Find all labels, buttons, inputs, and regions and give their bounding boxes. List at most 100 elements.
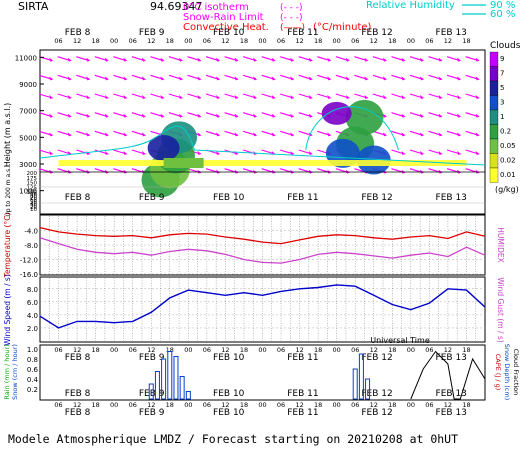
temperature-tick: -16.0	[20, 271, 38, 279]
wind-arrow-head	[253, 76, 258, 81]
day-label: FEB 13	[436, 389, 467, 399]
colorbar-level: 0.2	[500, 128, 511, 136]
wind-arrow-head	[401, 113, 406, 118]
hour-label: 00	[184, 401, 192, 409]
wind-arrow-head	[216, 76, 221, 81]
wind-arrow-head	[327, 132, 332, 137]
hour-label: 06	[425, 37, 433, 45]
hour-label: 00	[184, 37, 192, 45]
wind-arrow-head	[178, 113, 183, 118]
hour-label: 06	[54, 346, 62, 354]
wind-arrow-head	[382, 57, 387, 62]
day-label: FEB 10	[213, 353, 245, 363]
low-height-tick: 40	[30, 201, 37, 207]
footer-title: Modele Atmospherique LMDZ / Forecast sta…	[8, 432, 458, 446]
hour-label: 00	[110, 401, 118, 409]
day-label: FEB 11	[287, 353, 318, 363]
wind-arrow-head	[178, 76, 183, 81]
wind-arrow-head	[457, 76, 462, 81]
hour-label: 00	[110, 37, 118, 45]
precip-tick: 0.4	[27, 376, 39, 384]
hour-label: 12	[73, 401, 81, 409]
hour-label: 00	[407, 401, 415, 409]
humidity-legend-label: Relative Humidity	[366, 0, 455, 11]
wind-arrow-head	[197, 113, 202, 118]
low-height-tick: 50	[30, 200, 37, 206]
hour-label: 06	[203, 401, 211, 409]
wind-arrow-head	[86, 57, 91, 62]
hour-label: 18	[240, 401, 248, 409]
hour-label: 12	[147, 37, 155, 45]
low-height-tick: 175	[27, 176, 38, 182]
wind-arrow-head	[49, 113, 54, 118]
snow-bar	[185, 391, 191, 400]
colorbar-level: 0.05	[500, 142, 516, 150]
colorbar-title: Clouds	[490, 41, 521, 51]
snowdepth-ylabel: Snow Depth (cm)	[503, 344, 511, 400]
low-height-tick: 90	[30, 192, 37, 198]
wind-tick: 6.0	[27, 299, 38, 307]
cloud-ylabel: Height (m a.s.l.)	[3, 103, 12, 168]
day-label: FEB 13	[436, 193, 467, 203]
wind-arrow-head	[197, 76, 202, 81]
temperature-tick: -4.0	[24, 228, 38, 236]
hour-label: 06	[54, 37, 62, 45]
day-label: FEB 11	[287, 408, 318, 418]
wind-arrow-head	[345, 76, 350, 81]
day-label: FEB 9	[139, 28, 165, 38]
hour-label: 12	[444, 346, 452, 354]
wind-arrow-head	[197, 57, 202, 62]
wind-arrow-head	[49, 151, 54, 155]
wind-arrow-head	[216, 95, 221, 99]
wind-arrow-head	[86, 113, 91, 118]
colorbar-swatch	[489, 80, 499, 96]
hour-label: 12	[370, 401, 378, 409]
colorbar-level: 1	[500, 113, 504, 121]
wind-arrow-head	[49, 57, 54, 62]
colorbar-level: 5	[500, 84, 504, 92]
snow-bar	[352, 368, 358, 400]
wind-arrow-head	[49, 95, 54, 99]
hour-label: 12	[295, 37, 303, 45]
hour-label: 06	[277, 346, 285, 354]
wind-arrow-head	[197, 151, 202, 155]
cloud-cell	[345, 99, 384, 135]
day-label: FEB 9	[139, 353, 165, 363]
colorbar-swatch	[489, 109, 499, 125]
wind-arrow-head	[86, 151, 91, 155]
humidex-ylabel: HUMIDEX	[496, 227, 505, 262]
hour-label: 12	[221, 401, 229, 409]
wind-arrow-head	[104, 132, 109, 137]
legend-left-label: Convective Heat.	[183, 22, 269, 33]
day-label: FEB 12	[361, 408, 392, 418]
wind-series-line	[39, 284, 486, 329]
hour-label: 06	[203, 346, 211, 354]
hour-label: 18	[462, 346, 470, 354]
wind-arrow-head	[438, 95, 443, 99]
colorbar-level: 7	[500, 70, 504, 78]
hour-label: 06	[129, 346, 137, 354]
wind-arrow-head	[420, 132, 425, 137]
hour-label: 06	[277, 37, 285, 45]
wind-arrow-head	[308, 76, 313, 81]
wind-arrow-head	[104, 113, 109, 118]
snow-bar	[179, 376, 185, 400]
hour-label: 12	[370, 37, 378, 45]
height-tick: 9000	[19, 81, 37, 89]
wind-arrow-head	[123, 132, 128, 137]
wind-arrow-head	[216, 151, 221, 155]
hour-label: 18	[314, 401, 322, 409]
wind-arrow-head	[382, 95, 387, 99]
temperature-series-line	[39, 237, 486, 264]
colorbar-level: 9	[500, 55, 504, 63]
low-cloud-band	[58, 160, 467, 166]
wind-panel-frame	[39, 276, 486, 343]
hour-label: 12	[295, 401, 303, 409]
wind-arrow-head	[475, 113, 480, 118]
hour-label: 00	[407, 346, 415, 354]
wind-arrow-head	[290, 151, 295, 155]
hour-label: 18	[462, 37, 470, 45]
colorbar-level: 0.01	[500, 171, 516, 179]
day-label: FEB 13	[436, 28, 467, 38]
wind-arrow-head	[216, 57, 221, 62]
